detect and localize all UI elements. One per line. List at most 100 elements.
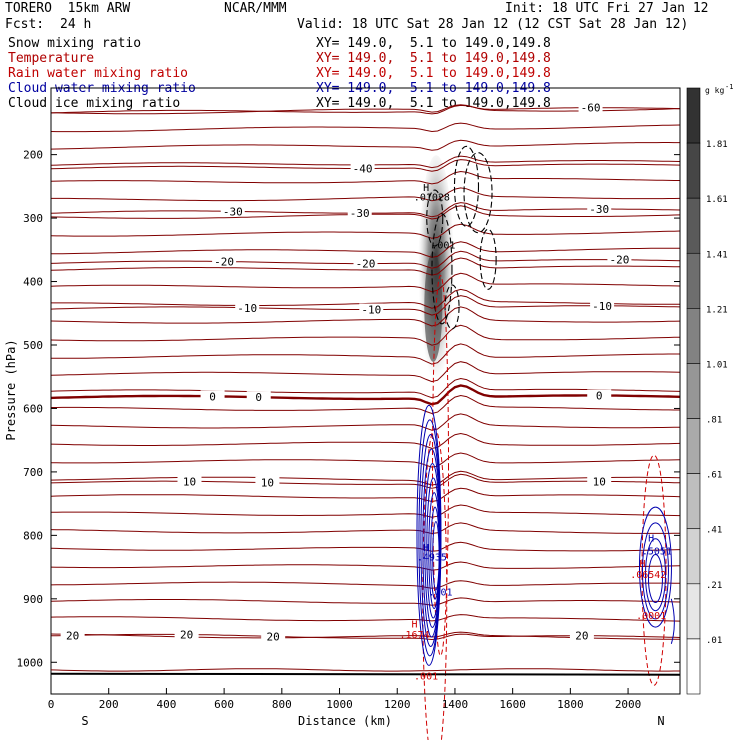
isotherm-line: [50, 487, 681, 503]
isotherm-label-bg: [261, 630, 286, 642]
colorbar-label: 1.01: [706, 360, 728, 370]
near-surface-isotherm: [50, 668, 680, 672]
isotherm-line: [50, 597, 681, 606]
x-tick-label: 200: [99, 698, 119, 711]
x-end-label-north: N: [657, 714, 664, 728]
x-tick-label: 600: [214, 698, 234, 711]
colorbar-label: .21: [706, 581, 722, 591]
y-tick-label: 600: [23, 402, 43, 415]
colorbar-label: 1.81: [706, 140, 728, 150]
isotherm-line: [50, 413, 681, 431]
x-axis-title: Distance (km): [298, 714, 392, 728]
isotherm-line: [50, 541, 681, 552]
isotherm-line: [50, 241, 680, 258]
valid-time: Valid: 18 UTC Sat 28 Jan 12 (12 CST Sat …: [297, 17, 689, 32]
cloud-ice-label: .01028: [414, 192, 450, 203]
cloud-water-label: .001: [428, 588, 452, 599]
isotherm-line: [50, 223, 681, 239]
isotherm-label-bg: [578, 101, 603, 113]
isotherm-label-bg: [246, 391, 271, 403]
isotherm-line: [51, 394, 680, 415]
isotherm-label-bg: [200, 390, 225, 402]
legend-rain: Rain water mixing ratio: [8, 66, 189, 81]
isotherm-line: [51, 452, 681, 468]
isotherm-label: -60: [581, 102, 601, 115]
rain-water-contour: [422, 428, 448, 740]
legend-xy-rain: XY= 149.0, 5.1 to 149.0,149.8: [316, 66, 551, 81]
ground-line: [50, 672, 681, 676]
isotherm-label: 0: [255, 391, 262, 404]
isotherm-label: -30: [589, 203, 609, 216]
colorbar-swatch: [686, 142, 701, 199]
legend-temperature: Temperature: [8, 51, 95, 66]
y-tick-label: 400: [23, 276, 43, 289]
cloud-water-label: .5051: [642, 546, 672, 557]
isotherm-label: 10: [593, 475, 606, 488]
x-tick-label: 400: [156, 698, 176, 711]
isotherm-label-bg: [174, 628, 199, 640]
legend-xy-cloud-ice: XY= 149.0, 5.1 to 149.0,149.8: [316, 96, 551, 111]
isotherm-label-bg: [353, 257, 378, 269]
legend-snow: Snow mixing ratio: [8, 36, 142, 51]
cloud-ice-label: .001: [431, 241, 455, 252]
isotherm-label: 0: [209, 390, 216, 403]
isotherm-line: [51, 187, 681, 202]
colorbar-swatch: [686, 197, 701, 254]
isotherm-label-bg: [359, 303, 384, 315]
isotherm--60-line: [50, 104, 681, 115]
isotherm-line: [50, 272, 681, 293]
y-tick-label: 900: [23, 593, 43, 606]
isotherm-label: 20: [180, 629, 193, 642]
isotherm-line: [50, 306, 681, 327]
cloud-water-contour: [641, 522, 669, 620]
isotherm-line: [50, 139, 680, 151]
isotherm-label-bg: [347, 207, 372, 219]
colorbar-swatch: [686, 308, 701, 364]
isotherm-line: [50, 377, 681, 399]
cloud-water-label: .4935: [417, 553, 447, 564]
colorbar-label: .01: [706, 636, 722, 646]
colorbar-unit: g kg: [705, 86, 724, 95]
isotherm-line: [50, 361, 681, 383]
x-tick-label: 2000: [615, 698, 642, 711]
isotherm-label-bg: [587, 475, 612, 487]
isotherm-line: [50, 580, 680, 589]
isotherm-label: 10: [183, 475, 196, 488]
cloud-water-label: H: [423, 543, 429, 554]
isotherm-line: [50, 470, 681, 486]
isotherm-label: -10: [592, 300, 612, 313]
y-tick-label: 1000: [17, 656, 44, 669]
snow-shading-core: [424, 251, 443, 362]
x-tick-label: 1200: [384, 698, 411, 711]
isotherm-label-bg: [212, 255, 237, 267]
org-label: NCAR/MMM: [224, 1, 287, 16]
colorbar-label: 1.41: [706, 250, 728, 260]
plot-frame: [50, 87, 681, 695]
cloud-ice-contour: [453, 145, 480, 227]
isotherm-line: [51, 288, 680, 309]
x-tick-label: 1400: [442, 698, 469, 711]
x-tick-label: 1800: [557, 698, 584, 711]
isotherm-label: -10: [237, 302, 257, 315]
colorbar-unit-exponent: -1: [725, 83, 733, 91]
legend-cloud-ice: Cloud ice mixing ratio: [8, 96, 181, 111]
colorbar-label: 1.21: [706, 305, 728, 315]
x-tick-label: 800: [272, 698, 292, 711]
isotherm-label: 20: [575, 630, 588, 643]
cloud-ice-contour: [426, 189, 444, 247]
x-tick-label: 1000: [326, 698, 353, 711]
isotherm-label-bg: [255, 476, 280, 488]
colorbar-label: .61: [706, 471, 722, 481]
colorbar-label: .81: [706, 416, 722, 426]
init-time: Init: 18 UTC Fri 27 Jan 12: [505, 1, 709, 16]
y-tick-label: 300: [23, 212, 43, 225]
colorbar-swatch: [686, 638, 701, 695]
isotherm-line: [50, 614, 681, 622]
isotherm-line: [50, 122, 681, 133]
isotherm-line: [50, 561, 681, 571]
rain-water-label: .1674: [399, 630, 429, 641]
cloud-water-contour: [670, 598, 675, 644]
isotherm-label-bg: [60, 629, 85, 641]
isotherm-label-bg: [177, 475, 202, 487]
cloud-ice-contour: [479, 228, 497, 290]
